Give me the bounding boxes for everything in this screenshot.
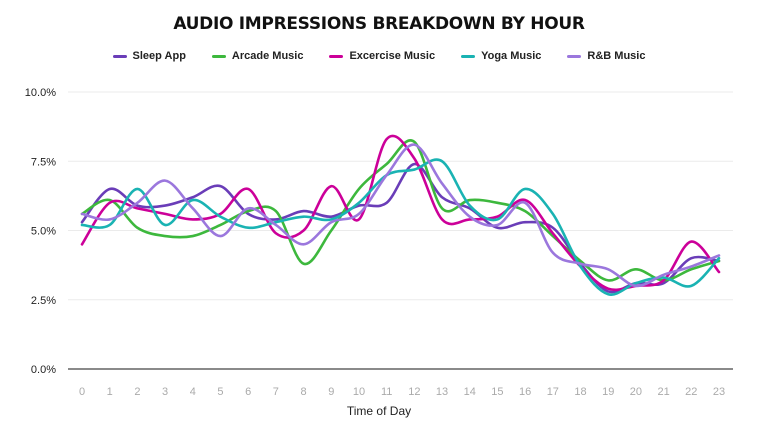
x-tick-label: 14: [464, 386, 476, 398]
x-tick-label: 4: [190, 386, 196, 398]
series-line-yoga-music: [80, 158, 721, 296]
x-tick-label: 5: [217, 386, 223, 398]
x-axis-label: Time of Day: [346, 404, 412, 418]
legend-swatch: [329, 54, 344, 58]
y-tick-label: 0.0%: [31, 364, 56, 376]
x-tick-label: 16: [519, 386, 531, 398]
x-tick-label: 23: [713, 386, 725, 398]
legend-item: Arcade Music: [211, 50, 304, 62]
legend: Sleep App Arcade Music Excercise Music Yoga…: [0, 50, 758, 62]
legend-swatch: [211, 54, 226, 58]
x-tick-label: 10: [353, 386, 365, 398]
legend-item: Sleep App: [112, 50, 186, 62]
legend-label: Sleep App: [132, 50, 186, 62]
x-tick-label: 17: [547, 386, 559, 398]
legend-swatch: [112, 54, 127, 58]
x-tick-label: 18: [574, 386, 586, 398]
legend-label: Arcade Music: [231, 50, 304, 62]
legend-label: Yoga Music: [481, 50, 542, 62]
legend-item: Excercise Music: [329, 50, 435, 62]
x-tick-label: 1: [107, 386, 113, 398]
chart-title: AUDIO IMPRESSIONS BREAKDOWN BY HOUR: [173, 14, 585, 34]
x-tick-label: 0: [79, 386, 85, 398]
y-tick-label: 10.0%: [25, 87, 56, 99]
legend-label: R&B Music: [587, 50, 646, 62]
series-line-sleep-app: [80, 162, 721, 294]
x-tick-label: 19: [602, 386, 614, 398]
y-tick-label: 7.5%: [31, 156, 56, 168]
x-tick-label: 6: [245, 386, 251, 398]
series-line-r-b-music: [80, 143, 721, 288]
legend-item: Yoga Music: [461, 50, 541, 62]
legend-swatch: [567, 54, 582, 58]
x-tick-label: 20: [630, 386, 642, 398]
legend-item: R&B Music: [567, 50, 645, 62]
x-tick-label: 7: [273, 386, 279, 398]
x-tick-label: 21: [657, 386, 669, 398]
series-line-excercise-music: [80, 134, 721, 292]
x-tick-label: 12: [408, 386, 420, 398]
legend-label: Excercise Music: [349, 50, 436, 62]
y-tick-label: 5.0%: [31, 226, 56, 238]
x-tick-label: 8: [301, 386, 307, 398]
legend-swatch: [461, 54, 476, 58]
x-tick-label: 2: [134, 386, 140, 398]
x-tick-label: 3: [162, 386, 168, 398]
x-tick-label: 13: [436, 386, 448, 398]
x-tick-label: 11: [381, 386, 392, 398]
y-tick-label: 2.5%: [31, 295, 56, 307]
x-tick-label: 9: [328, 386, 334, 398]
x-tick-label: 22: [685, 386, 697, 398]
x-tick-label: 15: [491, 386, 503, 398]
series-line-arcade-music: [80, 139, 721, 282]
